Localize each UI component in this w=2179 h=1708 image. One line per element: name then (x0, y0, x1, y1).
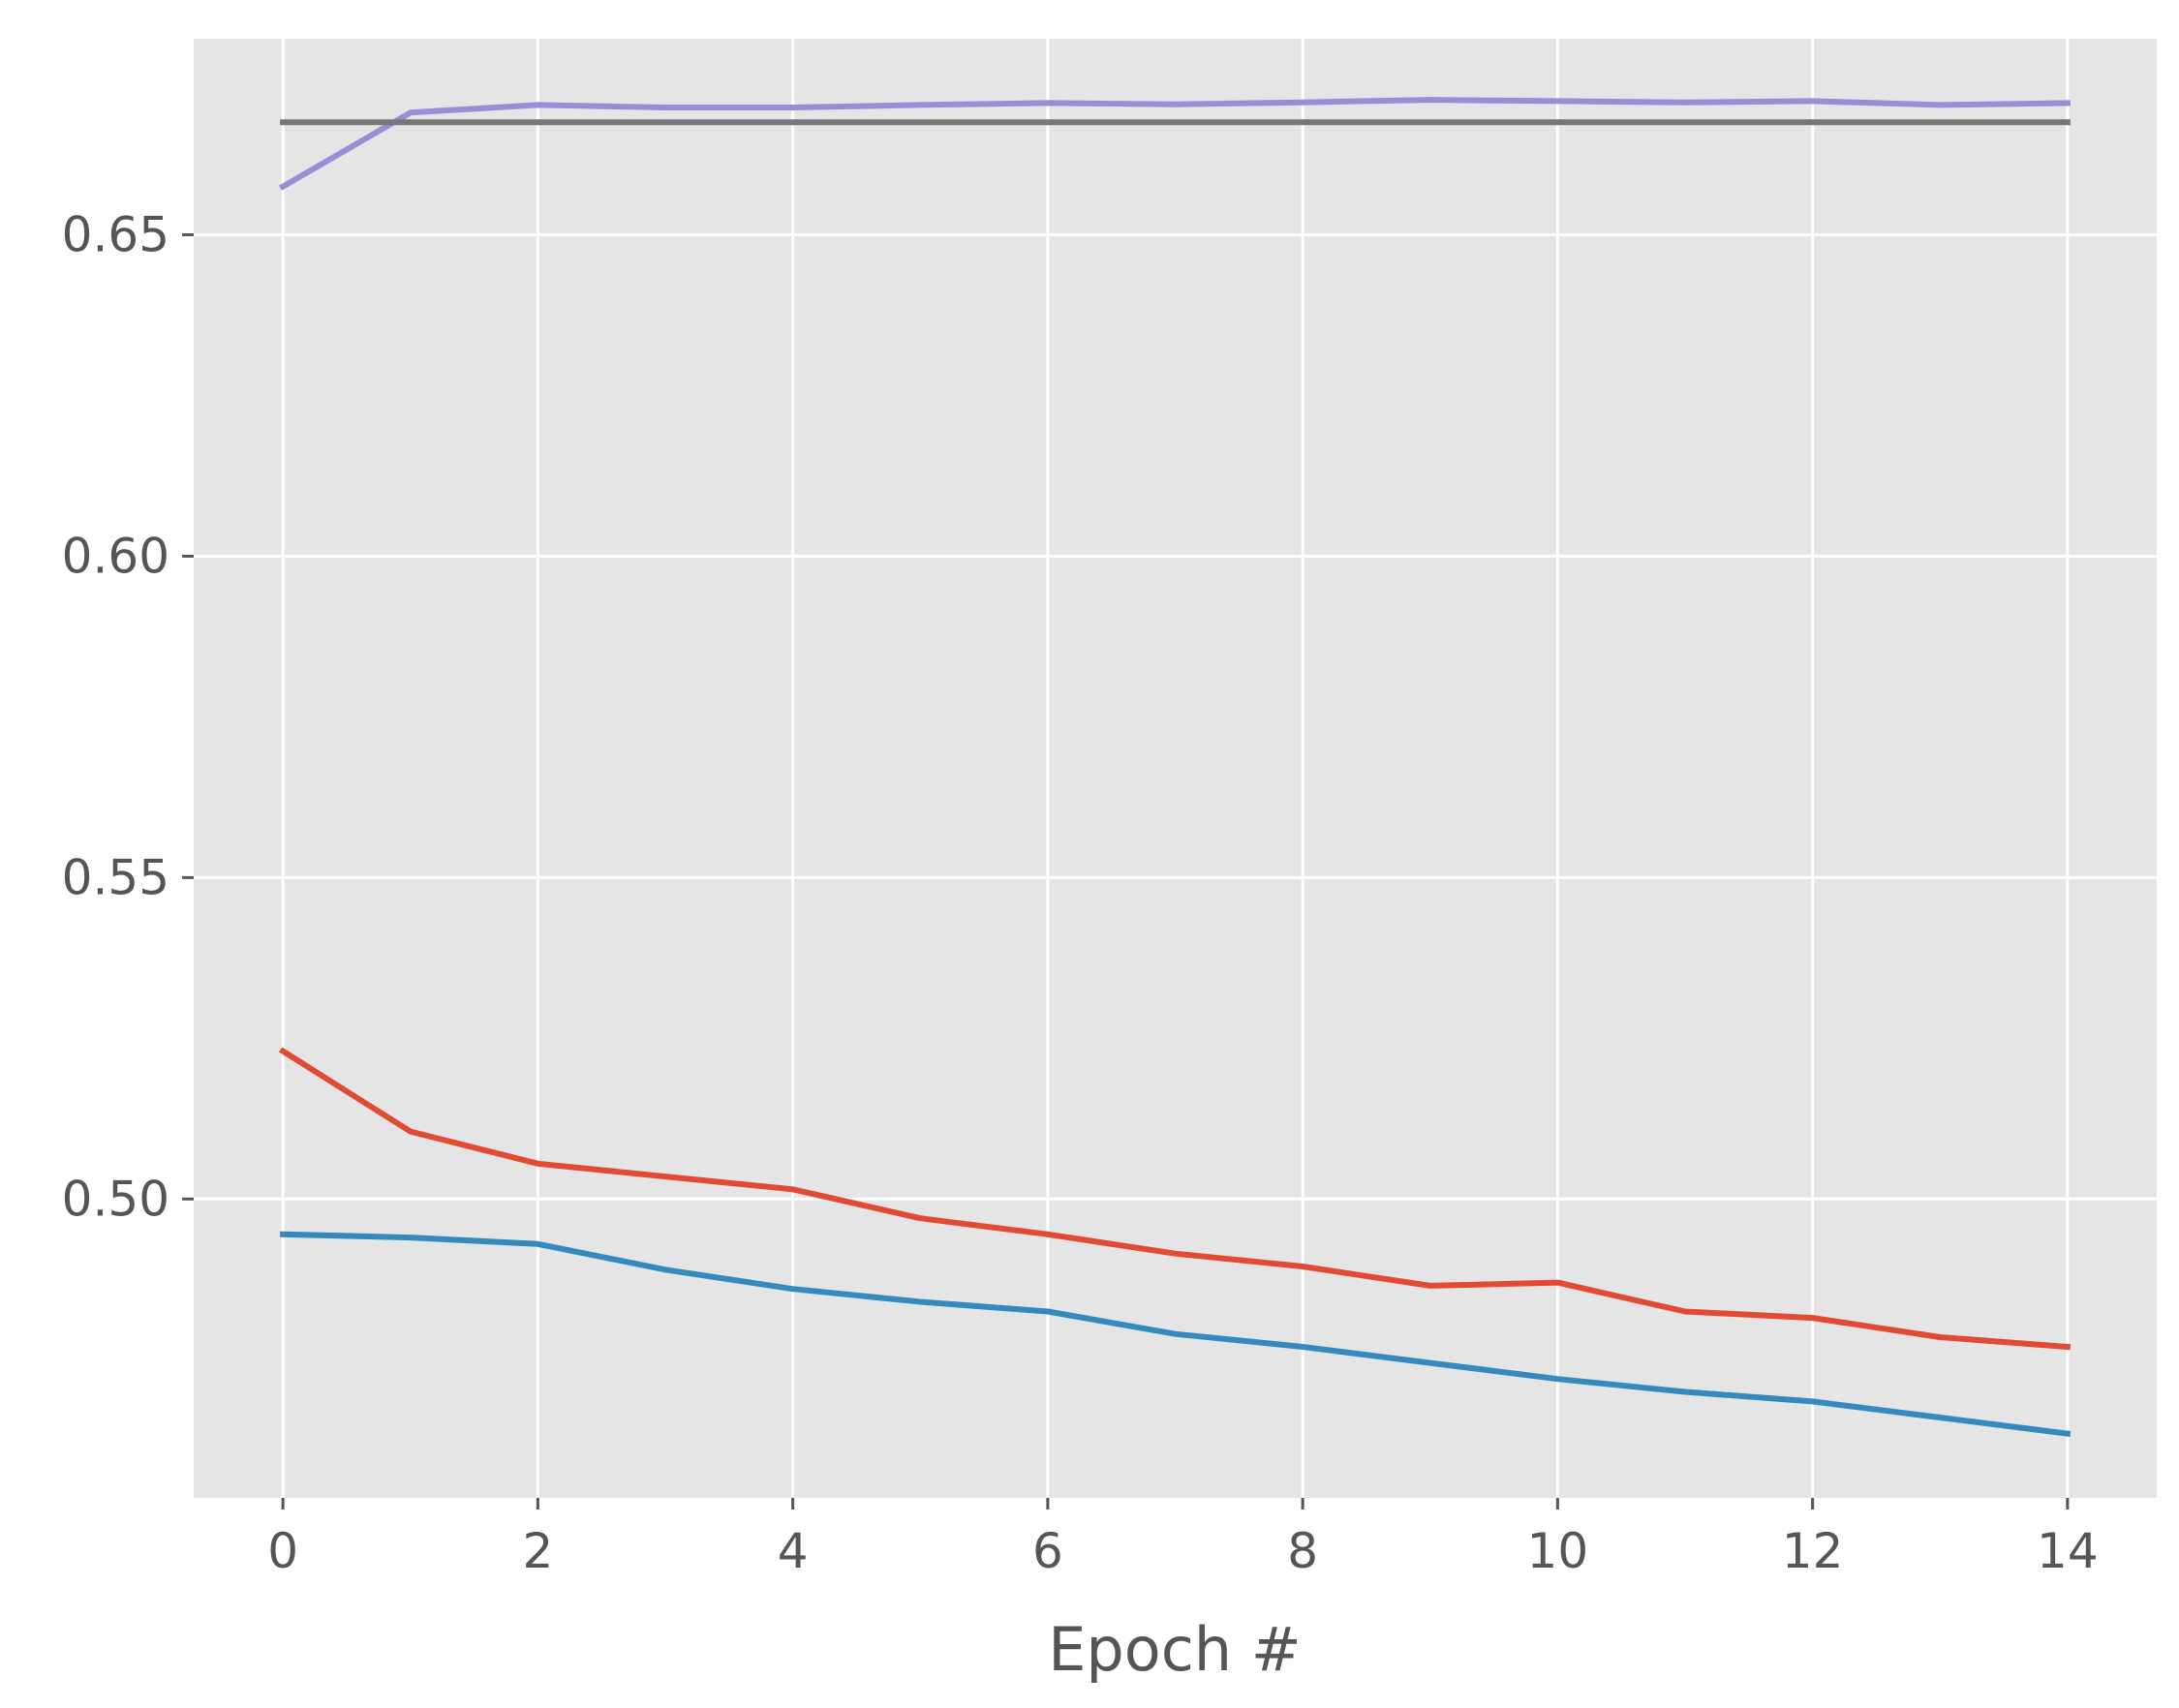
series-red-line (278, 1047, 2072, 1351)
y-tick-label: 0.55 (62, 849, 169, 905)
grid (194, 39, 2157, 1498)
x-axis-label: Epoch # (1048, 1614, 1302, 1685)
x-tick-label: 0 (267, 1523, 298, 1579)
series-purple-line (278, 97, 2071, 191)
y-tick-label: 0.65 (62, 206, 169, 262)
y-tick-label: 0.60 (62, 528, 169, 584)
plot-area (194, 39, 2157, 1498)
series-blue-line (280, 1231, 2072, 1437)
x-axis-ticks: 0 2 4 6 8 10 12 14 (267, 1498, 2099, 1579)
x-tick-label: 10 (1527, 1523, 1589, 1579)
series-layer (278, 97, 2072, 1437)
x-tick-label: 6 (1032, 1523, 1063, 1579)
x-tick-label: 12 (1782, 1523, 1844, 1579)
x-tick-label: 14 (2037, 1523, 2099, 1579)
x-tick-label: 2 (522, 1523, 553, 1579)
y-tick-label: 0.50 (62, 1171, 169, 1227)
x-tick-label: 4 (778, 1523, 809, 1579)
x-tick-label: 8 (1287, 1523, 1318, 1579)
y-axis-ticks: 0.50 0.55 0.60 0.65 (62, 206, 194, 1227)
